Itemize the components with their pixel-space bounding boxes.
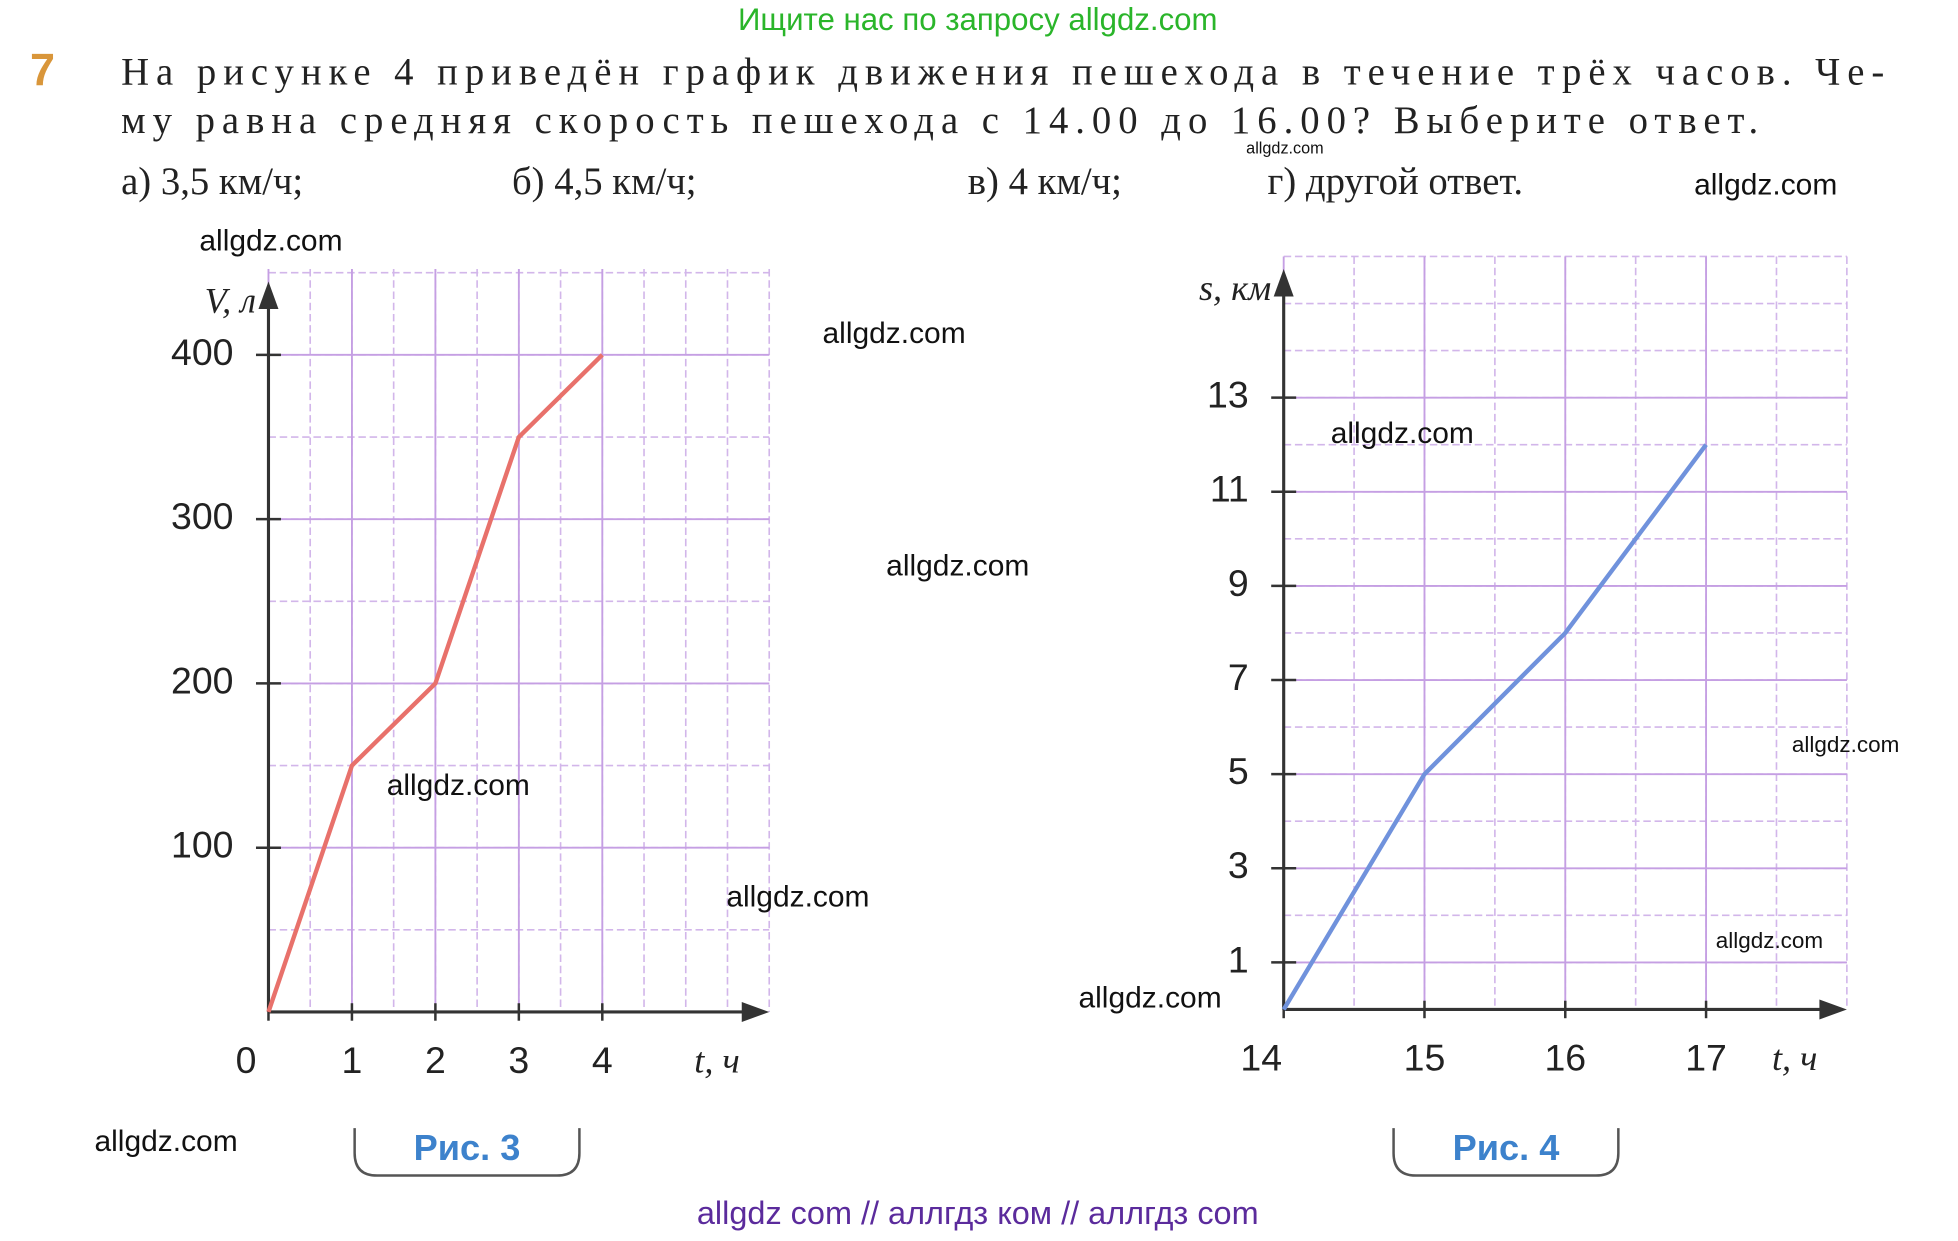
watermark: allgdz.com: [1792, 732, 1899, 757]
x-tick-label: 15: [1404, 1037, 1446, 1079]
watermark: allgdz.com: [387, 769, 530, 802]
y-tick-label: 9: [1228, 562, 1249, 604]
y-tick-label: 3: [1228, 844, 1249, 886]
y-tick-label: 400: [171, 331, 234, 373]
caption-bracket: [1392, 1128, 1620, 1177]
y-axis-label: V, л: [205, 280, 256, 320]
x-axis-arrow: [741, 1001, 770, 1022]
x-tick-label: 16: [1544, 1037, 1586, 1079]
y-tick-label: 11: [1210, 468, 1249, 510]
option: г) другой ответ.: [1267, 161, 1523, 203]
y-tick-label: 100: [171, 824, 234, 866]
x-tick-label: 17: [1685, 1037, 1727, 1079]
watermark: allgdz.com: [1331, 417, 1474, 450]
watermark: allgdz.com: [1078, 981, 1221, 1014]
x-tick-label: 14: [1240, 1037, 1282, 1079]
watermark: allgdz.com: [726, 880, 869, 913]
banner: Ищите нас по запросу allgdz.com: [738, 2, 1218, 37]
y-tick-label: 200: [171, 659, 234, 701]
y-axis-arrow: [1273, 268, 1294, 297]
y-tick-label: 1: [1228, 938, 1249, 980]
watermark: allgdz.com: [199, 225, 342, 258]
y-axis-arrow: [258, 281, 279, 309]
watermark: allgdz.com: [823, 317, 966, 350]
x-axis-label: t, ч: [694, 1041, 739, 1081]
x-tick-label: 2: [425, 1039, 446, 1081]
x-tick-label: 0: [236, 1039, 257, 1081]
y-tick-label: 5: [1228, 750, 1249, 792]
watermark: allgdz.com: [886, 549, 1029, 582]
x-axis-label: t, ч: [1772, 1038, 1817, 1078]
y-tick-label: 300: [171, 495, 234, 537]
y-tick-label: 7: [1228, 656, 1249, 698]
watermark: allgdz.com: [1716, 928, 1823, 953]
watermark: allgdz.com: [1246, 139, 1324, 157]
option: а) 3,5 км/ч;: [121, 161, 303, 203]
problem-line: На рисунке 4 приведён график движения пе…: [121, 51, 1884, 93]
watermark: allgdz.com: [1694, 168, 1837, 201]
x-tick-label: 1: [342, 1039, 363, 1081]
watermark: allgdz.com: [94, 1125, 237, 1158]
x-tick-label: 4: [592, 1039, 613, 1081]
y-axis-label: s, км: [1199, 268, 1271, 308]
problem-line: му равна средняя скорость пешехода с 14.…: [121, 100, 1758, 142]
caption: Рис. 3: [414, 1127, 521, 1168]
x-axis-arrow: [1819, 999, 1847, 1020]
data-line: [1281, 443, 1708, 1011]
option: в) 4 км/ч;: [968, 161, 1122, 203]
caption: Рис. 4: [1453, 1127, 1560, 1168]
data-line: [266, 353, 604, 1013]
x-tick-label: 3: [508, 1039, 529, 1081]
caption-bracket: [353, 1128, 581, 1177]
problem-number: 7: [30, 44, 55, 95]
chart: 0 1 2 3 4 100 200 300 400 t, ч V, л Рис. 3: [171, 268, 771, 1177]
option: б) 4,5 км/ч;: [512, 161, 697, 203]
footer: allgdz com // аллгдз ком // аллгдз com: [697, 1195, 1259, 1231]
y-tick-label: 13: [1207, 374, 1249, 416]
